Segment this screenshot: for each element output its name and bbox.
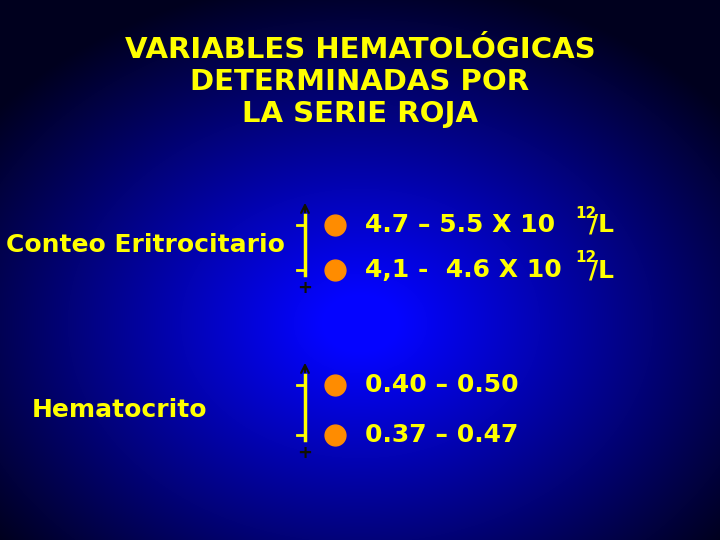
Text: 4.7 – 5.5 X 10: 4.7 – 5.5 X 10: [365, 213, 555, 237]
Text: 0.37 – 0.47: 0.37 – 0.47: [365, 423, 518, 447]
Text: +: +: [297, 279, 312, 297]
Text: 0.40 – 0.50: 0.40 – 0.50: [365, 373, 518, 397]
Text: /L: /L: [589, 213, 614, 237]
Text: +: +: [297, 444, 312, 462]
Text: Conteo Eritrocitario: Conteo Eritrocitario: [6, 233, 284, 257]
Text: DETERMINADAS POR: DETERMINADAS POR: [190, 68, 530, 96]
Text: Hematocrito: Hematocrito: [32, 398, 208, 422]
Text: VARIABLES HEMATOLÓGICAS: VARIABLES HEMATOLÓGICAS: [125, 36, 595, 64]
Text: 12: 12: [575, 206, 596, 220]
Text: /L: /L: [589, 258, 614, 282]
Text: LA SERIE ROJA: LA SERIE ROJA: [242, 100, 478, 128]
Text: 4,1 -  4.6 X 10: 4,1 - 4.6 X 10: [365, 258, 562, 282]
Text: 12: 12: [575, 251, 596, 266]
